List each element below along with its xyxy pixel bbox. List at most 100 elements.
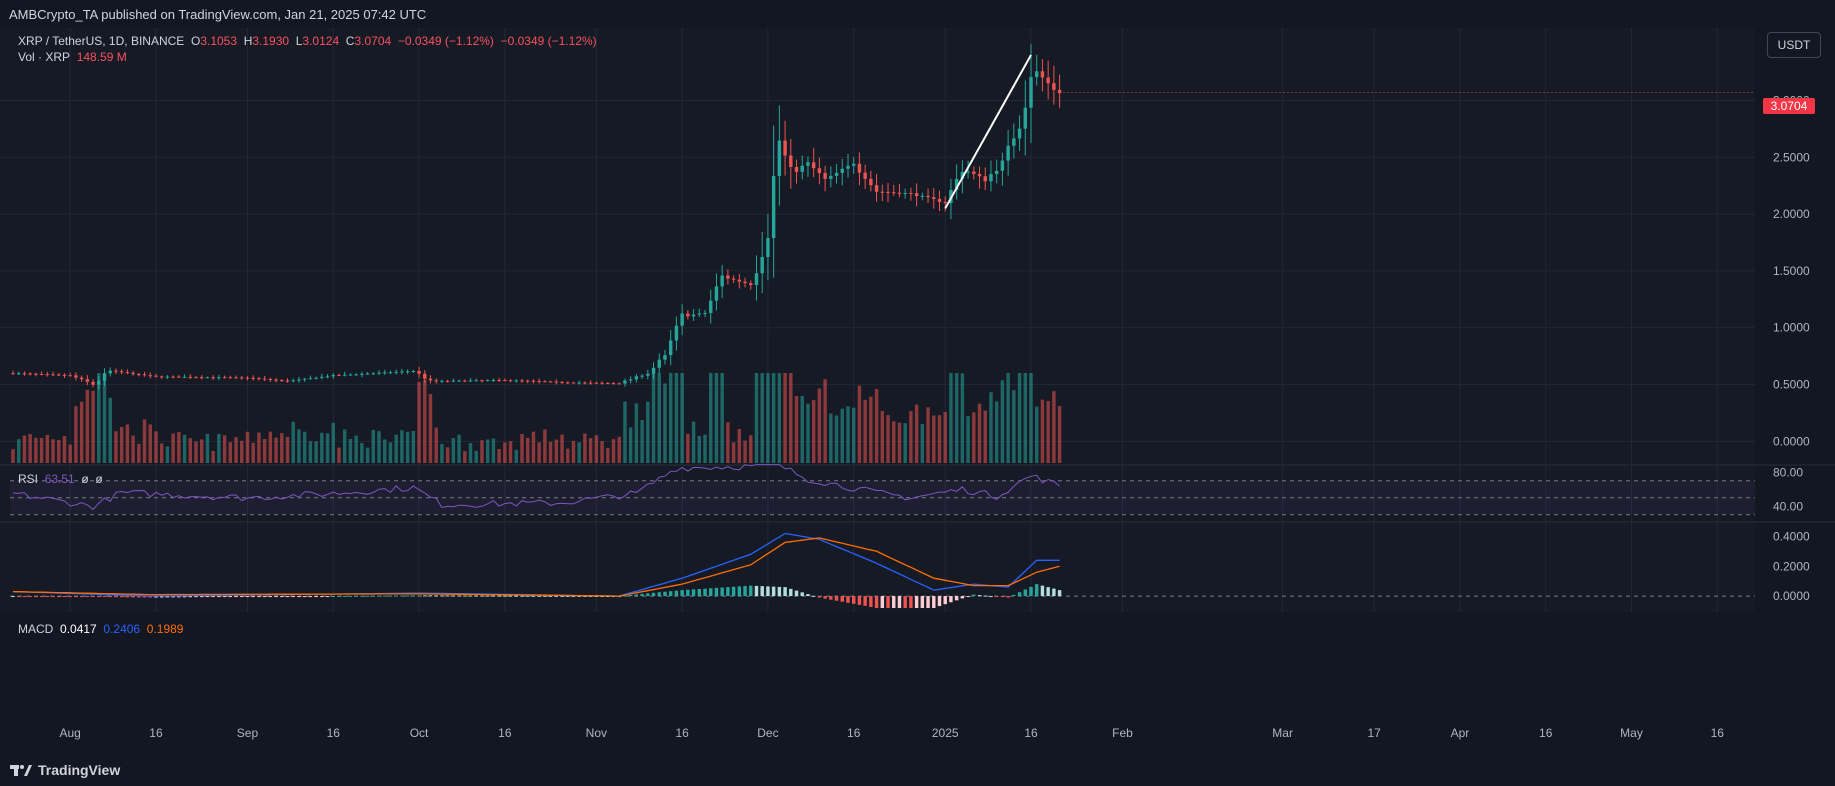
time-axis-pane[interactable] bbox=[0, 612, 1835, 756]
macd-hist-bar bbox=[623, 595, 627, 597]
volume-bar bbox=[68, 444, 72, 463]
candle bbox=[1035, 71, 1039, 78]
macd-hist-bar bbox=[588, 595, 593, 597]
macd-hist-bar bbox=[754, 585, 759, 597]
volume-bar bbox=[234, 437, 238, 463]
macd-hist-bar bbox=[526, 595, 530, 597]
macd-signal-line[interactable] bbox=[12, 537, 1060, 597]
macd-hist-bar bbox=[34, 596, 38, 598]
macd-hist-bar bbox=[680, 590, 684, 597]
macd-hist-bar bbox=[743, 586, 747, 597]
macd-hist-bar bbox=[657, 592, 661, 597]
candle bbox=[491, 379, 496, 381]
volume-bar bbox=[222, 435, 227, 463]
macd-hist-bar bbox=[640, 593, 644, 597]
macd-hist-bar bbox=[451, 595, 456, 597]
volume-bar bbox=[840, 408, 844, 463]
candle bbox=[1052, 83, 1056, 90]
last-price-tag: 3.0704 bbox=[1763, 98, 1815, 114]
candle bbox=[320, 376, 324, 378]
candle bbox=[17, 373, 21, 375]
candle bbox=[257, 378, 261, 380]
macd-line[interactable] bbox=[12, 532, 1060, 597]
candle bbox=[262, 378, 267, 380]
candle bbox=[914, 193, 919, 197]
volume-bar bbox=[463, 451, 467, 463]
x-tick-label: 16 bbox=[149, 726, 163, 740]
volume-label[interactable]: Vol · XRP bbox=[18, 50, 71, 64]
macd-hist-bar bbox=[983, 595, 987, 597]
volume-bar bbox=[663, 383, 667, 463]
volume-bar bbox=[491, 438, 496, 463]
volume-bar bbox=[1052, 391, 1056, 463]
candle bbox=[457, 380, 461, 382]
rsi-label[interactable]: RSI bbox=[18, 472, 39, 486]
candle bbox=[400, 371, 404, 373]
chart-canvas[interactable]: Aug 16 Sep 16 Oct 16 Nov 16 Dec 16 2025 16 Feb Mar 17 A… bbox=[0, 28, 1835, 756]
volume-bar bbox=[485, 439, 490, 463]
volume-bar bbox=[228, 442, 233, 463]
macd-hist-bar bbox=[85, 596, 90, 598]
tradingview-logo[interactable]: TradingView bbox=[10, 762, 120, 778]
high-value: 3.1930 bbox=[252, 34, 290, 48]
price-axis-pane[interactable] bbox=[1755, 28, 1835, 612]
macd-hist-bar bbox=[480, 595, 484, 597]
candle bbox=[766, 238, 770, 257]
volume-bar bbox=[583, 433, 587, 463]
volume-bar bbox=[623, 401, 627, 463]
macd-hist-bar bbox=[485, 595, 490, 597]
candle bbox=[485, 380, 490, 382]
macd-hist-bar bbox=[548, 595, 553, 597]
macd-hist-bar bbox=[142, 596, 147, 598]
candle bbox=[297, 379, 301, 381]
volume-bar bbox=[657, 373, 661, 463]
volume-bar bbox=[577, 442, 581, 463]
macd-hist-bar bbox=[566, 595, 570, 597]
candle bbox=[829, 175, 833, 179]
candle bbox=[606, 383, 610, 385]
macd-hist-bar bbox=[726, 587, 730, 597]
macd-hist-bar bbox=[188, 596, 193, 598]
macd-hist-bar bbox=[989, 596, 993, 598]
macd-hist-bar bbox=[74, 596, 78, 598]
x-tick-label: Mar bbox=[1272, 726, 1293, 740]
volume-bar bbox=[371, 429, 376, 463]
candle bbox=[840, 168, 844, 173]
symbol-label[interactable]: XRP / TetherUS, 1D, BINANCE bbox=[18, 34, 185, 48]
candle bbox=[423, 373, 427, 379]
currency-button[interactable]: USDT bbox=[1767, 32, 1821, 58]
candle bbox=[857, 163, 862, 173]
change-value-2: −0.0349 (−1.12%) bbox=[500, 34, 597, 48]
macd-hist-bar bbox=[325, 596, 330, 598]
candle bbox=[22, 373, 27, 375]
candle bbox=[165, 376, 170, 378]
macd-hist-bar bbox=[1017, 592, 1022, 597]
volume-bar bbox=[365, 447, 370, 463]
volume-bar bbox=[245, 431, 250, 463]
macd-hist-bar bbox=[320, 596, 324, 598]
candle bbox=[560, 381, 564, 383]
volume-bar bbox=[285, 436, 290, 463]
candle bbox=[1012, 138, 1016, 146]
volume-bar bbox=[411, 431, 416, 463]
macd-hist-bar bbox=[17, 596, 21, 598]
volume-bar bbox=[731, 442, 736, 463]
candle bbox=[709, 300, 713, 314]
macd-hist-bar bbox=[503, 595, 507, 597]
volume-bar bbox=[457, 434, 461, 463]
volume-bar bbox=[617, 436, 621, 463]
candle bbox=[280, 380, 284, 382]
candle bbox=[463, 380, 467, 382]
macd-hist-bar bbox=[977, 595, 982, 597]
volume-bar bbox=[97, 373, 101, 463]
volume-bar bbox=[302, 431, 307, 463]
macd-hist-bar bbox=[1052, 588, 1056, 597]
trend-line[interactable] bbox=[944, 54, 1032, 209]
macd-hist-bar bbox=[423, 595, 427, 597]
rsi-line[interactable] bbox=[12, 464, 1060, 511]
macd-label[interactable]: MACD bbox=[18, 622, 54, 636]
chart-area[interactable]: Aug 16 Sep 16 Oct 16 Nov 16 Dec 16 2025 16 Feb Mar 17 A… bbox=[0, 28, 1835, 756]
open-value: 3.1053 bbox=[200, 34, 238, 48]
candle bbox=[1046, 77, 1050, 84]
candle bbox=[85, 379, 90, 382]
